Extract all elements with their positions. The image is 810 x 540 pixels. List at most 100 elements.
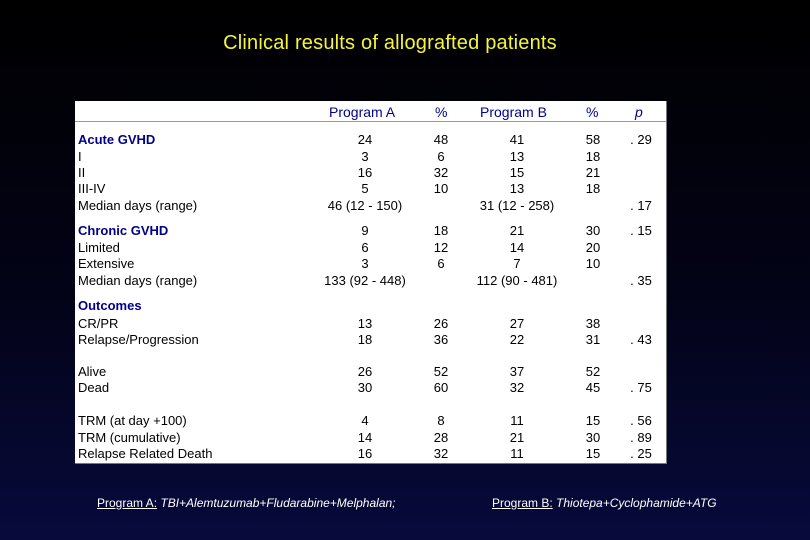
row-label: Median days (range) xyxy=(78,273,198,288)
program-b-value: 37 xyxy=(509,364,525,379)
row-label: Limited xyxy=(78,240,120,255)
program-b-value: 32 xyxy=(509,380,525,395)
row-label: TRM (cumulative) xyxy=(78,430,181,445)
row-label: Median days (range) xyxy=(78,198,198,213)
program-a-value: 18 xyxy=(357,332,373,347)
program-b-value: 14 xyxy=(509,240,525,255)
program-b-value: 31 (12 - 258) xyxy=(479,198,555,213)
program-b-percent: 15 xyxy=(585,446,601,461)
program-a-percent: 48 xyxy=(433,132,449,147)
program-a-value: 5 xyxy=(361,181,369,196)
row-label: TRM (at day +100) xyxy=(78,413,187,428)
program-b-percent: 30 xyxy=(585,223,601,238)
table-row: TRM (cumulative) 14 28 21 30 . 89 xyxy=(75,430,666,447)
program-a-percent: 28 xyxy=(433,430,449,445)
program-a-percent: 60 xyxy=(433,380,449,395)
program-a-percent: 8 xyxy=(437,413,445,428)
program-b-value: 21 xyxy=(509,430,525,445)
program-b-percent: 45 xyxy=(585,380,601,395)
program-a-value: 14 xyxy=(357,430,373,445)
program-b-value: 15 xyxy=(509,165,525,180)
program-b-percent: 30 xyxy=(585,430,601,445)
table-row: Alive 26 52 37 52 xyxy=(75,364,666,381)
program-a-value: 13 xyxy=(357,316,373,331)
row-label: Acute GVHD xyxy=(78,132,156,147)
row-label: Relapse/Progression xyxy=(78,332,199,347)
program-a-value: 30 xyxy=(357,380,373,395)
table-row: Relapse Related Death 16 32 11 15 . 25 xyxy=(75,446,666,463)
row-label: III-IV xyxy=(78,181,106,196)
program-b-value: 112 (90 - 481) xyxy=(476,273,558,288)
table-row: I 3 6 13 18 xyxy=(75,149,666,166)
program-a-percent: 10 xyxy=(433,181,449,196)
p-value: . 43 xyxy=(630,332,652,347)
results-table: Program A % Program B % p Acute GVHD 24 48… xyxy=(75,101,667,464)
program-b-value: 11 xyxy=(510,413,524,428)
program-b-percent: 18 xyxy=(585,181,601,196)
program-a-value: 4 xyxy=(361,413,369,428)
program-b-value: 11 xyxy=(510,446,524,461)
row-label: Dead xyxy=(78,380,110,395)
program-b-percent: 52 xyxy=(585,364,601,379)
footer-program-b-label: Program B: xyxy=(492,496,553,510)
header-pct-a: % xyxy=(435,104,448,120)
table-row: III-IV 5 10 13 18 xyxy=(75,181,666,198)
program-a-value: 9 xyxy=(361,223,369,238)
program-b-value: 13 xyxy=(509,149,525,164)
row-label: II xyxy=(78,165,86,180)
table-row: Relapse/Progression 18 36 22 31 . 43 xyxy=(75,332,666,349)
program-b-value: 22 xyxy=(509,332,525,347)
program-a-percent: 6 xyxy=(437,149,445,164)
program-a-value: 3 xyxy=(361,149,369,164)
header-p-value: p xyxy=(635,104,643,120)
table-row: Extensive 3 6 7 10 xyxy=(75,256,666,273)
program-a-value: 133 (92 - 448) xyxy=(324,273,406,288)
p-value: . 89 xyxy=(630,430,652,445)
program-b-value: 41 xyxy=(509,132,525,147)
program-b-percent: 31 xyxy=(585,332,601,347)
program-a-percent: 18 xyxy=(433,223,449,238)
page-title: Clinical results of allografted patients xyxy=(223,32,557,54)
header-pct-b: % xyxy=(586,104,599,120)
p-value: . 17 xyxy=(630,198,652,213)
program-a-percent: 52 xyxy=(433,364,449,379)
table-row: Median days (range) 133 (92 - 448) 112 (90… xyxy=(75,273,666,290)
program-a-percent: 26 xyxy=(433,316,449,331)
footer-program-a: Program A: TBI+Alemtuzumab+Fludarabine+M… xyxy=(97,496,396,510)
footer-program-b: Program B: Thiotepa+Cyclophamide+ATG xyxy=(492,496,717,510)
program-a-value: 46 (12 - 150) xyxy=(327,198,403,213)
program-b-percent: 15 xyxy=(585,413,601,428)
row-label: Relapse Related Death xyxy=(78,446,213,461)
table-row: Outcomes xyxy=(75,298,666,315)
table-row: Limited 6 12 14 20 xyxy=(75,240,666,257)
program-a-percent: 6 xyxy=(437,256,445,271)
table-row: Acute GVHD 24 48 41 58 . 29 xyxy=(75,132,666,149)
header-program-b: Program B xyxy=(480,104,547,120)
program-b-percent: 20 xyxy=(585,240,601,255)
table-row: Chronic GVHD 9 18 21 30 . 15 xyxy=(75,223,666,240)
row-label: Extensive xyxy=(78,256,135,271)
program-b-value: 13 xyxy=(509,181,525,196)
program-b-value: 27 xyxy=(509,316,525,331)
program-b-percent: 38 xyxy=(585,316,601,331)
p-value: . 29 xyxy=(630,132,652,147)
table-row: TRM (at day +100) 4 8 11 15 . 56 xyxy=(75,413,666,430)
program-a-value: 16 xyxy=(357,446,373,461)
footer-program-a-text: TBI+Alemtuzumab+Fludarabine+Melphalan; xyxy=(157,496,396,510)
program-a-percent: 36 xyxy=(433,332,449,347)
program-b-value: 7 xyxy=(513,256,521,271)
row-label: Outcomes xyxy=(78,298,142,313)
table-row: Median days (range) 46 (12 - 150) 31 (12 -… xyxy=(75,198,666,215)
table-header: Program A % Program B % p xyxy=(75,101,666,122)
p-value: . 35 xyxy=(630,273,652,288)
program-b-percent: 21 xyxy=(585,165,601,180)
program-b-percent: 18 xyxy=(585,149,601,164)
program-a-percent: 32 xyxy=(433,446,449,461)
program-a-value: 3 xyxy=(361,256,369,271)
program-a-percent: 32 xyxy=(433,165,449,180)
p-value: . 56 xyxy=(630,413,652,428)
row-label: CR/PR xyxy=(78,316,119,331)
footer-program-b-text: Thiotepa+Cyclophamide+ATG xyxy=(552,496,717,510)
table-row: Dead 30 60 32 45 . 75 xyxy=(75,380,666,397)
p-value: . 25 xyxy=(630,446,652,461)
